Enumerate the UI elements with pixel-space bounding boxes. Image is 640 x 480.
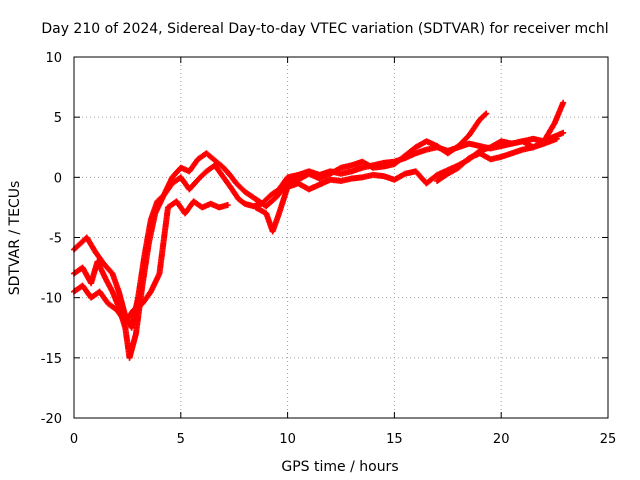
data-series bbox=[71, 99, 567, 361]
y-axis-label: SDTVAR / TECUs bbox=[7, 181, 23, 296]
series-track-c bbox=[71, 198, 231, 325]
x-tick-label: 5 bbox=[177, 432, 185, 447]
x-axis-label: GPS time / hours bbox=[281, 459, 398, 475]
data-point bbox=[224, 202, 231, 209]
series-track-e bbox=[434, 135, 560, 184]
data-point bbox=[483, 110, 490, 117]
y-tick-label: -15 bbox=[41, 352, 62, 367]
axis-ticks: 0 5 10 15 20 25 -20 -15 -10 -5 0 5 10 bbox=[41, 51, 617, 447]
y-tick-label: -20 bbox=[41, 412, 62, 427]
chart-title: Day 210 of 2024, Sidereal Day-to-day VTE… bbox=[41, 21, 608, 37]
x-tick-label: 15 bbox=[386, 432, 403, 447]
y-tick-label: -5 bbox=[49, 232, 62, 247]
series-track-b bbox=[71, 110, 490, 361]
x-tick-label: 20 bbox=[493, 432, 510, 447]
marker bbox=[482, 111, 489, 118]
x-tick-label: 10 bbox=[279, 432, 296, 447]
series-track-d bbox=[252, 99, 567, 235]
data-point bbox=[553, 135, 560, 142]
y-tick-label: 5 bbox=[54, 111, 62, 126]
y-tick-label: 0 bbox=[54, 171, 62, 186]
data-point bbox=[560, 99, 567, 106]
y-tick-label: -10 bbox=[41, 292, 62, 307]
x-tick-label: 25 bbox=[600, 432, 617, 447]
data-point bbox=[560, 129, 567, 136]
y-tick-label: 10 bbox=[45, 51, 62, 66]
x-tick-label: 0 bbox=[70, 432, 78, 447]
grid-lines bbox=[74, 57, 608, 418]
